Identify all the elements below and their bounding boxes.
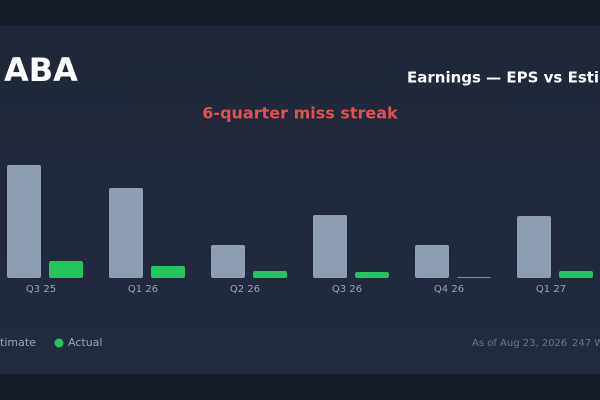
legend-swatch: [54, 338, 64, 348]
bar: [313, 215, 347, 278]
x-tick-label: Q4 26: [434, 284, 464, 295]
bar: [517, 216, 551, 278]
bar: [151, 266, 185, 278]
bar: [253, 271, 287, 278]
annotation: 6-quarter miss streak: [202, 104, 398, 123]
count: 247 W: [572, 338, 600, 349]
bar: [559, 271, 593, 278]
bar: [415, 245, 449, 278]
x-tick-label: Q2 26: [230, 284, 260, 295]
x-tick-label: Q1 26: [128, 284, 158, 295]
bar: [7, 165, 41, 278]
x-tick-label: Q3 25: [26, 284, 56, 295]
x-tick-label: Q3 26: [332, 284, 362, 295]
legend-label: timate: [0, 336, 36, 349]
ticker: ABA: [4, 51, 78, 89]
bar: [109, 188, 143, 278]
legend-label: Actual: [68, 336, 102, 349]
bar: [49, 261, 83, 278]
as-of: As of Aug 23, 2026: [472, 338, 567, 349]
bar: [211, 245, 245, 278]
panel: [0, 26, 600, 374]
chart-title: Earnings — EPS vs Estim: [407, 69, 600, 87]
bar: [457, 277, 491, 278]
x-tick-label: Q1 27: [536, 284, 566, 295]
bar: [355, 272, 389, 278]
